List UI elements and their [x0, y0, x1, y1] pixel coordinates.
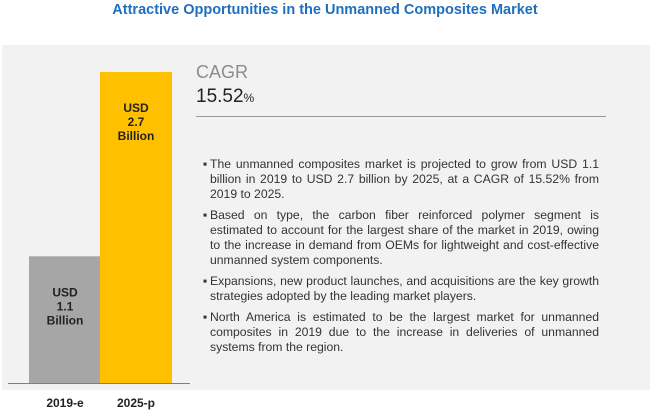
- bar-2019-e: [29, 256, 101, 383]
- bullet-dot-icon: ▪: [203, 274, 208, 288]
- bullet-text: Based on type, the carbon fiber reinforc…: [210, 208, 599, 267]
- bullet-item: ▪ Expansions, new product launches, and a…: [203, 274, 599, 304]
- bullet-text: Expansions, new product launches, and ac…: [210, 274, 599, 303]
- cagr-unit: %: [243, 91, 255, 105]
- bar-2025-p: [100, 72, 172, 383]
- bar-data-label: Billion: [47, 313, 84, 327]
- bullet-item: ▪ North America is estimated to be the la…: [203, 310, 599, 355]
- chart-title: Attractive Opportunities in the Unmanned…: [112, 2, 538, 18]
- bar-data-label: USD: [123, 101, 149, 115]
- bar-data-label: 2.7: [128, 115, 145, 129]
- bullet-dot-icon: ▪: [203, 157, 208, 171]
- bar-data-label: Billion: [118, 129, 155, 143]
- cagr-value: 15.52%: [196, 86, 254, 109]
- bullet-list: ▪ The unmanned composites market is proje…: [203, 157, 599, 361]
- bullet-text: The unmanned composites market is projec…: [210, 157, 599, 201]
- category-label-2019: 2019-e: [46, 396, 84, 410]
- cagr-number: 15.52: [196, 86, 244, 107]
- cagr-divider: [196, 116, 606, 117]
- bar-data-label: USD: [52, 285, 78, 299]
- bullet-dot-icon: ▪: [203, 310, 208, 324]
- bullet-item: ▪ Based on type, the carbon fiber reinfor…: [203, 208, 599, 268]
- bullet-text: North America is estimated to be the lar…: [210, 310, 599, 354]
- cagr-box: CAGR 15.52%: [196, 62, 254, 109]
- bar-data-label: 1.1: [57, 299, 74, 313]
- bullet-dot-icon: ▪: [203, 208, 208, 222]
- category-label-2025: 2025-p: [116, 396, 156, 410]
- cagr-label: CAGR: [196, 62, 249, 82]
- bullet-item: ▪ The unmanned composites market is proje…: [203, 157, 599, 202]
